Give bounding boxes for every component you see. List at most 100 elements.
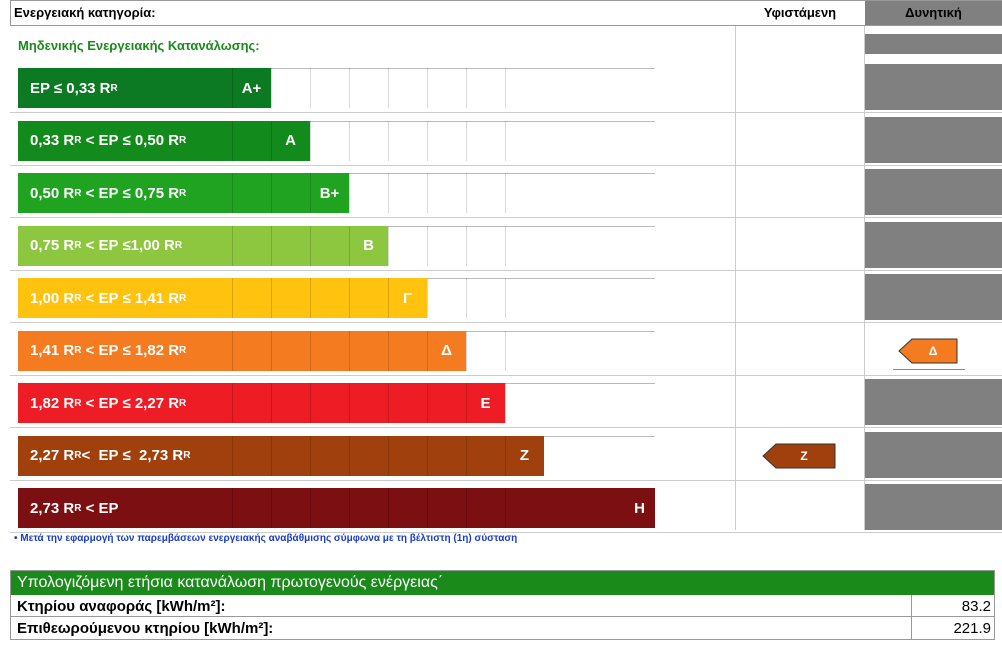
bar-divider — [232, 68, 233, 108]
bar-divider — [466, 120, 467, 161]
bar-divider — [271, 488, 272, 528]
bar-divider — [349, 68, 350, 108]
rating-letter: Ε — [480, 394, 491, 412]
rating-letter: Δ — [441, 342, 452, 359]
label-part: < EP ≤ 2,27 R — [81, 394, 180, 412]
rating-marker: Δ — [898, 338, 958, 364]
bar-divider — [310, 120, 311, 161]
label-part: 0,33 R — [30, 132, 75, 149]
label-part: 0,50 R — [30, 184, 75, 202]
label-part: R — [179, 135, 187, 146]
column-line — [864, 26, 865, 530]
cell — [349, 120, 388, 122]
bar-divider — [310, 488, 311, 528]
table-title: Υπολογιζόμενη ετήσια κατανάλωση πρωτογεν… — [11, 571, 994, 595]
cell — [505, 120, 544, 122]
bar-divider — [505, 488, 506, 528]
row-value: 83.2 — [911, 595, 991, 617]
cell — [427, 173, 466, 174]
row-line — [10, 217, 1002, 218]
zero-label: Μηδενικής Ενεργειακής Κατανάλωσης: — [18, 38, 260, 53]
cell — [544, 120, 655, 122]
bar-divider — [271, 383, 272, 423]
bar-divider — [427, 278, 428, 318]
bar-divider — [427, 330, 428, 371]
cell — [544, 278, 655, 279]
bar-divider — [310, 330, 311, 371]
potential-bg — [865, 169, 1002, 215]
potential-bg — [865, 431, 1002, 478]
cell — [427, 278, 466, 279]
bar-divider — [427, 173, 428, 213]
bar-divider — [271, 120, 272, 161]
cell — [505, 330, 544, 332]
cell — [505, 68, 544, 69]
rating-letter: B+ — [319, 184, 340, 202]
label-part: R — [179, 397, 187, 409]
bar-divider — [466, 383, 467, 423]
bar-divider — [466, 68, 467, 108]
current-label: Υφιστάμενη — [763, 5, 837, 20]
rating-letter: Ζ — [519, 447, 530, 464]
bar-divider — [505, 435, 506, 476]
row-line — [10, 479, 1002, 481]
bar-divider — [427, 225, 428, 266]
marker-line — [893, 368, 965, 370]
bar-divider — [466, 173, 467, 213]
label-part: < EP ≤ 0,75 R — [81, 184, 180, 202]
cell — [427, 225, 466, 227]
row-label: Κτηρίου αναφοράς [kWh/m²]: — [17, 598, 226, 615]
cell — [544, 435, 655, 437]
bar-divider — [271, 435, 272, 476]
potential-header-bg — [865, 1, 1002, 25]
row-line — [10, 112, 1002, 113]
row-line — [10, 374, 1002, 376]
potential-label: Δυνητική — [905, 5, 962, 20]
cell — [544, 68, 655, 69]
cell — [466, 330, 505, 332]
bar-divider — [388, 120, 389, 161]
label-part: < EP ≤ 1,82 R — [81, 342, 180, 359]
bar-divider — [310, 278, 311, 318]
bar-divider — [310, 383, 311, 423]
label-part: EP ≤ 0,33 R — [30, 79, 111, 97]
bar-divider — [232, 120, 233, 161]
cell — [505, 278, 544, 279]
bar-divider — [466, 278, 467, 318]
bar-divider — [505, 330, 506, 371]
potential-bg — [865, 34, 1002, 54]
bar-divider — [349, 278, 350, 318]
potential-bg — [865, 116, 1002, 163]
bar-divider — [310, 435, 311, 476]
rating-letter: A+ — [241, 79, 262, 97]
bar-divider — [388, 383, 389, 423]
consumption-table: Υπολογιζόμενη ετήσια κατανάλωση πρωτογεν… — [10, 570, 995, 640]
bar-divider — [388, 278, 389, 318]
label-part: 2,73 R — [30, 499, 75, 517]
label-part: R — [74, 292, 82, 304]
bar-divider — [388, 435, 389, 476]
bar-divider — [232, 488, 233, 528]
label-part: < EP ≤ 1,41 R — [81, 289, 180, 307]
bar-divider — [271, 225, 272, 266]
bar-divider — [349, 488, 350, 528]
label-part: R — [183, 450, 191, 461]
bar-divider — [349, 383, 350, 423]
cell — [349, 68, 388, 69]
rating-letter: A — [285, 132, 296, 149]
label-part: R — [74, 240, 82, 251]
rating-marker: Ζ — [762, 443, 836, 469]
bar-divider — [466, 435, 467, 476]
rating-bar: EP ≤ 0,33 R R A+ — [18, 68, 506, 108]
label-part: R — [74, 502, 82, 514]
marker-letter: Ζ — [800, 448, 808, 463]
cell — [466, 278, 505, 279]
